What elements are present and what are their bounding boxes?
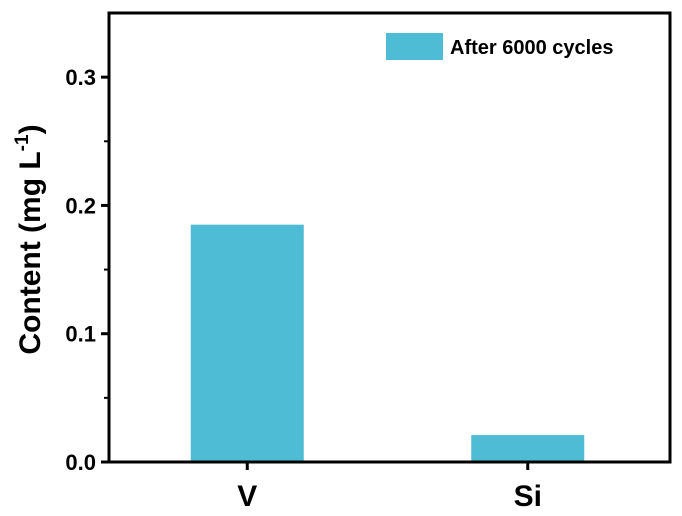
bar-si bbox=[471, 435, 585, 462]
y-tick-label: 0.3 bbox=[65, 65, 96, 90]
x-tick-label-v: V bbox=[237, 480, 257, 513]
y-axis-title: Content (mg L-1) bbox=[12, 124, 47, 354]
legend: After 6000 cycles bbox=[386, 33, 613, 60]
y-tick-label: 0.0 bbox=[65, 450, 96, 475]
legend-label: After 6000 cycles bbox=[450, 37, 613, 59]
y-axis-title-close: ) bbox=[14, 124, 47, 134]
y-axis-title-main: Content (mg L bbox=[14, 151, 47, 354]
y-tick-label: 0.1 bbox=[65, 322, 96, 347]
y-axis-title-superscript: -1 bbox=[12, 134, 33, 151]
x-tick-label-si: Si bbox=[514, 480, 542, 513]
bar-v bbox=[190, 224, 304, 462]
y-tick-label: 0.2 bbox=[65, 193, 96, 218]
bars-layer bbox=[190, 224, 585, 462]
x-axis-categories: V Si bbox=[237, 462, 542, 513]
plot-frame bbox=[107, 11, 672, 464]
y-axis-ticks: 0.0 0.1 0.2 0.3 bbox=[65, 65, 109, 475]
legend-swatch bbox=[386, 33, 443, 60]
